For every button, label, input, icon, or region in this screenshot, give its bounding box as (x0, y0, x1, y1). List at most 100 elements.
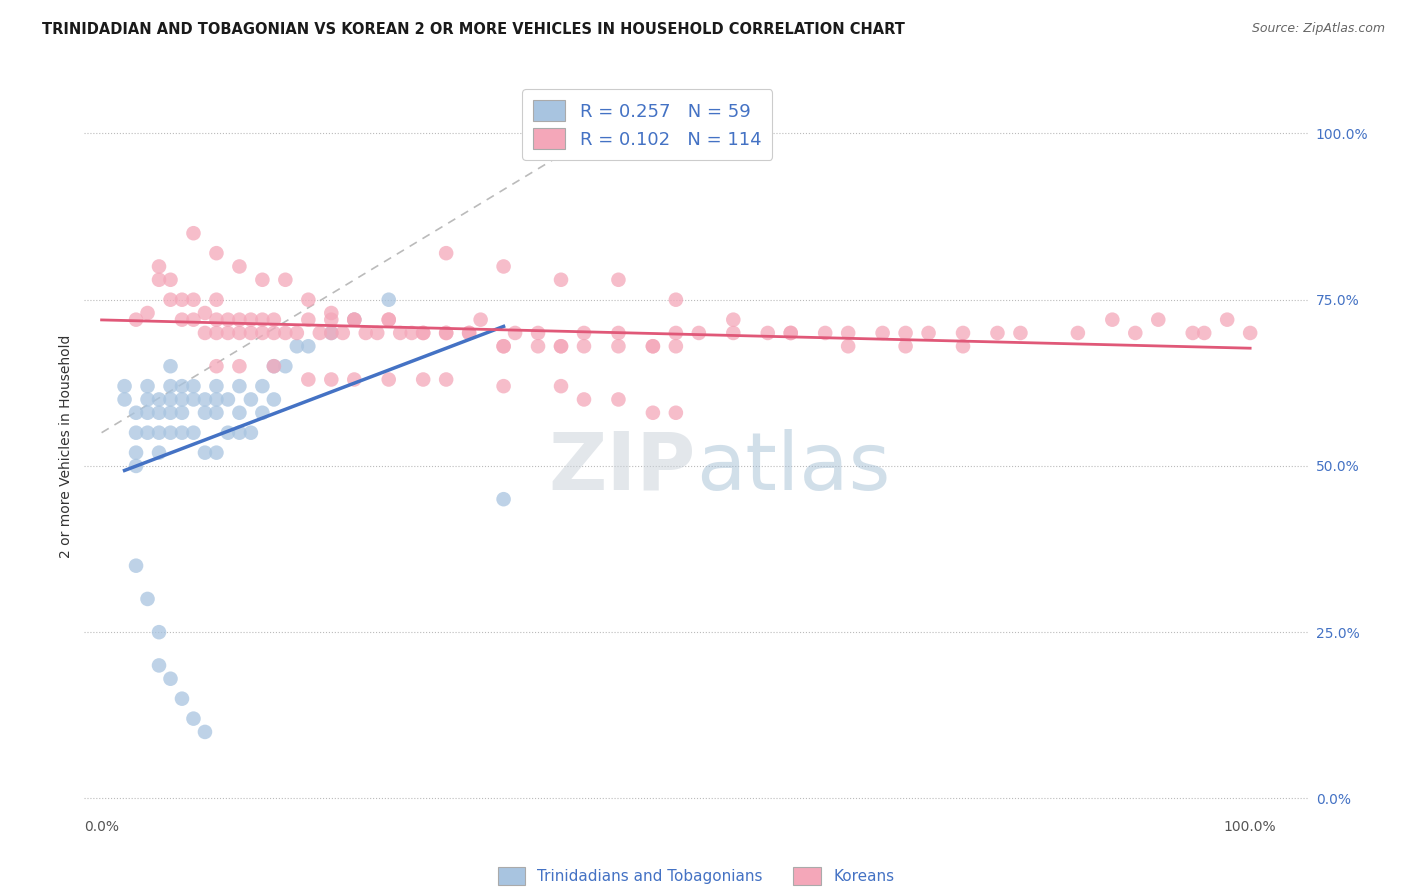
Point (434, 246, 457, 260)
Point (377, 312, 399, 326)
Point (297, 372, 319, 386)
Point (492, 339, 515, 353)
Point (136, 379, 159, 393)
Point (952, 339, 974, 353)
Point (297, 312, 319, 326)
Point (779, 326, 801, 340)
Point (458, 326, 481, 340)
Point (194, 306, 217, 320)
Point (205, 326, 228, 340)
Point (952, 326, 974, 340)
Point (183, 226, 205, 240)
Point (239, 326, 262, 340)
Point (389, 326, 412, 340)
Point (723, 326, 745, 340)
Point (894, 339, 917, 353)
Point (228, 326, 250, 340)
Point (986, 326, 1008, 340)
Point (756, 326, 779, 340)
Point (159, 273, 181, 287)
Point (377, 372, 399, 386)
Point (285, 326, 308, 340)
Point (159, 379, 181, 393)
Point (239, 392, 262, 407)
Point (239, 425, 262, 440)
Point (354, 326, 377, 340)
Point (114, 392, 136, 407)
Point (308, 326, 330, 340)
Point (205, 392, 228, 407)
Point (194, 725, 217, 739)
Point (183, 312, 205, 326)
Point (412, 326, 434, 340)
Point (550, 273, 572, 287)
Point (217, 326, 239, 340)
Point (837, 326, 859, 340)
Point (217, 392, 239, 407)
Point (125, 558, 148, 573)
Y-axis label: 2 or more Vehicles in Household: 2 or more Vehicles in Household (59, 334, 73, 558)
Point (492, 260, 515, 274)
Point (412, 326, 434, 340)
Point (723, 312, 745, 326)
Point (872, 326, 894, 340)
Point (159, 672, 181, 686)
Point (183, 712, 205, 726)
Point (263, 326, 285, 340)
Point (665, 293, 688, 307)
Point (297, 293, 319, 307)
Point (263, 359, 285, 374)
Point (205, 246, 228, 260)
Point (148, 445, 170, 459)
Point (572, 392, 595, 407)
Point (148, 625, 170, 640)
Point (252, 406, 274, 420)
Point (434, 372, 457, 386)
Point (263, 312, 285, 326)
Point (205, 379, 228, 393)
Point (159, 406, 181, 420)
Point (125, 445, 148, 459)
Point (377, 293, 399, 307)
Point (194, 406, 217, 420)
Point (170, 379, 193, 393)
Point (607, 273, 630, 287)
Point (492, 379, 515, 393)
Point (641, 406, 664, 420)
Point (159, 425, 181, 440)
Point (607, 392, 630, 407)
Point (1101, 312, 1123, 326)
Point (263, 359, 285, 374)
Point (228, 425, 250, 440)
Point (228, 379, 250, 393)
Point (228, 260, 250, 274)
Point (503, 326, 526, 340)
Point (343, 312, 366, 326)
Point (665, 326, 688, 340)
Point (572, 326, 595, 340)
Text: atlas: atlas (696, 429, 890, 507)
Point (205, 445, 228, 459)
Point (252, 379, 274, 393)
Point (148, 260, 170, 274)
Point (183, 379, 205, 393)
Point (183, 425, 205, 440)
Point (1067, 326, 1090, 340)
Point (332, 326, 354, 340)
Point (148, 425, 170, 440)
Point (641, 339, 664, 353)
Point (170, 691, 193, 706)
Point (285, 339, 308, 353)
Point (136, 591, 159, 606)
Point (205, 359, 228, 374)
Point (148, 392, 170, 407)
Point (779, 326, 801, 340)
Point (125, 312, 148, 326)
Point (366, 326, 388, 340)
Point (136, 392, 159, 407)
Point (550, 379, 572, 393)
Point (170, 406, 193, 420)
Point (527, 339, 550, 353)
Point (1010, 326, 1032, 340)
Point (401, 326, 423, 340)
